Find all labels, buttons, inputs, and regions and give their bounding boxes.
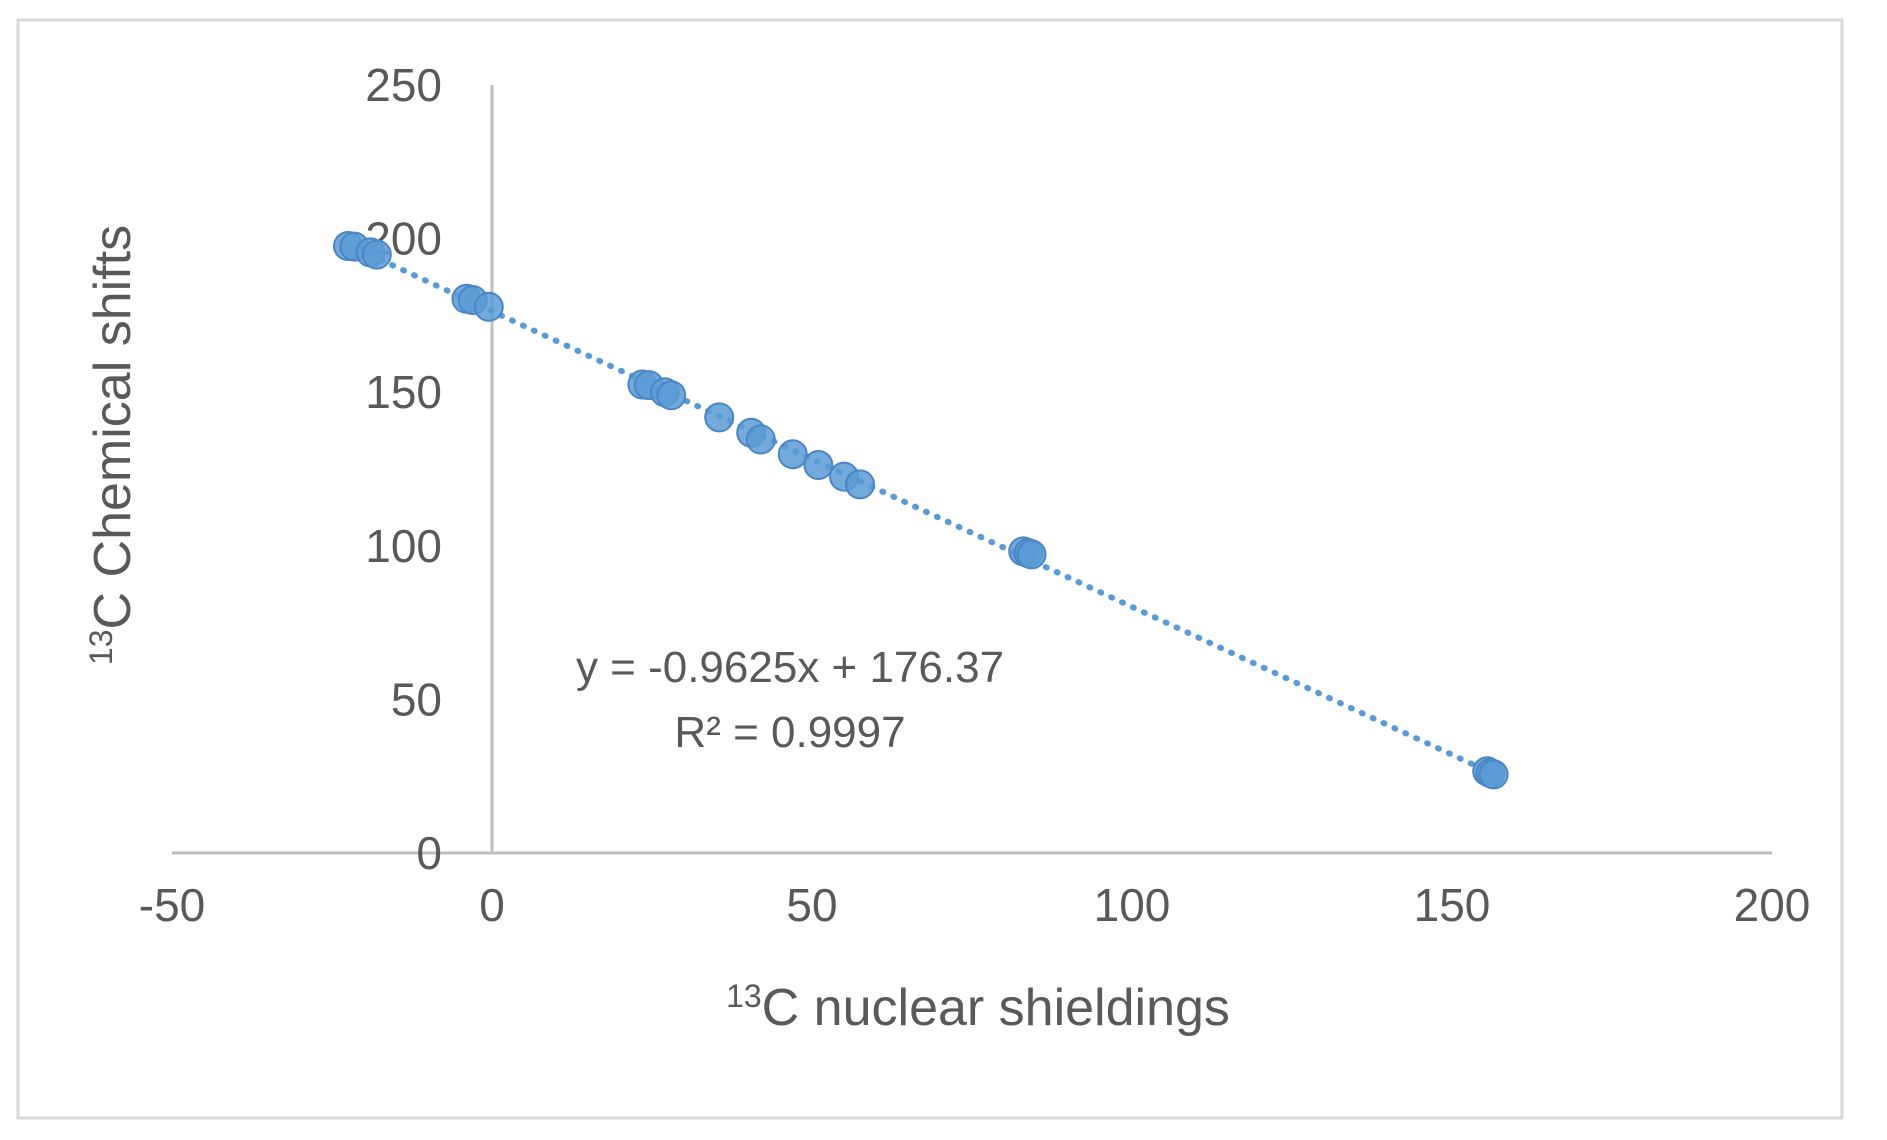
trendline-r-squared: R² = 0.9997 (674, 708, 905, 757)
axes (172, 85, 1772, 855)
y-axis-title-space (84, 577, 142, 591)
y-axis-title-text: Chemical shifts (84, 225, 142, 578)
data-point (845, 469, 875, 500)
x-tick-label: 50 (786, 879, 837, 931)
y-axis-title-superscript: 13 (83, 629, 119, 665)
data-point (777, 439, 808, 470)
y-axis-title: 13C Chemical shifts (83, 225, 142, 665)
y-tick-label: 50 (391, 673, 442, 725)
x-axis-title-space (799, 979, 813, 1037)
y-tick-label: 100 (365, 520, 442, 572)
x-axis-title-superscript: 13 (726, 978, 762, 1014)
y-axis-title-base: C (84, 592, 142, 630)
data-points (333, 230, 1509, 790)
x-tick-label: -50 (139, 879, 205, 931)
x-tick-labels: -50 0 50 100 150 200 (139, 879, 1811, 931)
x-tick-label: 200 (1734, 879, 1811, 931)
data-point (745, 424, 776, 455)
x-axis-title-text: nuclear shieldings (814, 979, 1230, 1037)
data-point (1478, 759, 1509, 790)
y-tick-label: 0 (416, 827, 442, 879)
x-tick-label: 150 (1414, 879, 1491, 931)
y-tick-label: 150 (365, 366, 442, 418)
x-tick-label: 0 (479, 879, 505, 931)
chart-frame (16, 18, 1844, 1120)
data-point (803, 450, 834, 481)
data-point (704, 402, 735, 433)
data-point (473, 291, 504, 322)
data-point (361, 239, 392, 270)
y-tick-label: 250 (365, 59, 442, 111)
trendline-equation: y = -0.9625x + 176.37 (576, 643, 1004, 692)
x-tick-label: 100 (1094, 879, 1171, 931)
x-axis-title-base: C (762, 979, 800, 1037)
data-point (1016, 539, 1047, 570)
data-point (656, 380, 687, 411)
x-axis-title: 13C nuclear shieldings (726, 978, 1230, 1037)
trendline (367, 252, 1494, 776)
